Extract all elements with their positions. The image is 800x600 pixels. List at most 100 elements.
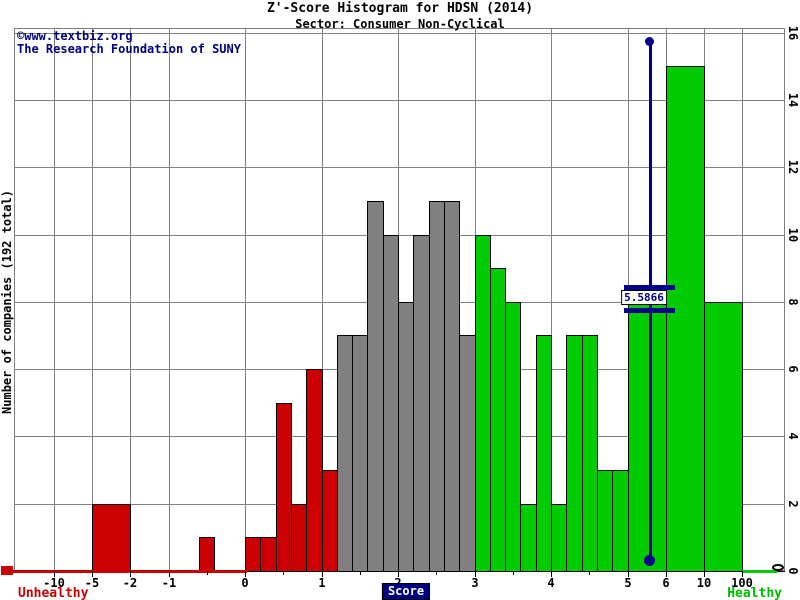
histogram-bar xyxy=(444,201,460,572)
healthy-label: Healthy xyxy=(727,586,782,600)
x-minor-tick xyxy=(207,571,208,575)
x-tick-label: -10 xyxy=(43,576,65,590)
x-tick-label: 0 xyxy=(241,576,249,590)
y-tick-label: 6 xyxy=(786,365,800,373)
x-tick-label: -2 xyxy=(122,576,138,590)
x-tick xyxy=(398,571,399,577)
histogram-bar xyxy=(551,504,567,572)
x-gridline xyxy=(551,28,552,571)
x-tick xyxy=(551,571,552,577)
x-tick xyxy=(92,571,93,577)
histogram-bar xyxy=(582,335,598,572)
chart-subtitle: Sector: Consumer Non-Cyclical xyxy=(295,17,505,31)
x-tick-label: 6 xyxy=(662,576,670,590)
x-gridline xyxy=(92,28,93,571)
histogram-bar xyxy=(260,537,277,572)
x-gridline xyxy=(130,28,131,571)
watermark-line2: The Research Foundation of SUNY xyxy=(17,42,241,56)
x-minor-tick xyxy=(513,571,514,575)
x-tick xyxy=(245,571,246,577)
y-gridline xyxy=(14,167,785,168)
marker-top-dot xyxy=(645,37,654,46)
y-gridline xyxy=(14,235,785,236)
x-gridline xyxy=(245,28,246,571)
x-tick xyxy=(322,571,323,577)
x-tick xyxy=(704,571,705,577)
y-gridline xyxy=(14,100,785,101)
histogram-bar xyxy=(566,335,583,572)
histogram-bar xyxy=(612,470,629,572)
histogram-bar xyxy=(429,201,445,572)
x-tick-label: 5 xyxy=(624,576,632,590)
histogram-bar xyxy=(413,235,430,572)
histogram-bar xyxy=(322,470,338,572)
x-axis-line xyxy=(14,571,785,572)
y-tick-label: 2 xyxy=(786,500,800,508)
y-tick-label: 14 xyxy=(786,92,800,108)
histogram-bar xyxy=(306,369,323,572)
x-minor-tick xyxy=(283,571,284,575)
axis-end-circle xyxy=(772,564,784,571)
x-minor-tick xyxy=(589,571,590,575)
x-tick xyxy=(628,571,629,577)
histogram-bar xyxy=(704,302,743,572)
x-gridline xyxy=(169,28,170,571)
x-tick xyxy=(130,571,131,577)
chart-title: Z'-Score Histogram for HDSN (2014) xyxy=(266,1,534,16)
x-tick-label: -1 xyxy=(161,576,177,590)
marker-crossbar-lower xyxy=(624,308,675,313)
x-tick xyxy=(666,571,667,577)
x-gridline xyxy=(742,28,743,571)
histogram-bar xyxy=(383,235,399,572)
x-tick xyxy=(742,571,743,577)
x-tick xyxy=(169,571,170,577)
histogram-bar xyxy=(276,403,292,572)
histogram-bar xyxy=(337,335,353,572)
histogram-bar xyxy=(490,268,506,572)
y-axis-label: Number of companies (192 total) xyxy=(0,190,14,414)
unhealthy-label: Unhealthy xyxy=(18,586,89,600)
y-tick-label: 12 xyxy=(786,159,800,175)
x-tick-label: 3 xyxy=(471,576,479,590)
y-tick-label: 10 xyxy=(786,227,800,243)
y-gridline xyxy=(14,33,785,34)
y-tick-label: 0 xyxy=(786,567,800,575)
y-tick-label: 8 xyxy=(786,298,800,306)
histogram-bar xyxy=(291,504,307,572)
histogram-bar xyxy=(475,235,491,572)
histogram-bar xyxy=(520,504,537,572)
histogram-bar xyxy=(536,335,552,572)
histogram-bar xyxy=(597,470,613,572)
score-axis-label: Score xyxy=(381,583,431,600)
histogram-bar xyxy=(352,335,368,572)
x-minor-tick xyxy=(360,571,361,575)
x-tick-label: -5 xyxy=(84,576,100,590)
watermark-line1: ©www.textbiz.org xyxy=(17,29,133,43)
histogram-bar xyxy=(666,66,705,572)
x-minor-tick xyxy=(436,571,437,575)
x-tick-label: 1 xyxy=(318,576,326,590)
histogram-bar xyxy=(505,302,521,572)
x-tick xyxy=(475,571,476,577)
histogram-bar xyxy=(459,335,476,572)
x-gridline xyxy=(322,28,323,571)
x-tick-label: 100 xyxy=(731,576,753,590)
healthy-axis-line xyxy=(742,570,777,573)
unhealthy-axis-line xyxy=(5,570,247,573)
marker-crossbar-upper xyxy=(624,285,675,290)
y-tick-label: 4 xyxy=(786,432,800,440)
histogram-bar xyxy=(199,537,215,572)
x-tick-label: 10 xyxy=(696,576,712,590)
x-tick xyxy=(54,571,55,577)
histogram-bar xyxy=(245,537,261,572)
watermark: ©www.textbiz.org The Research Foundation… xyxy=(17,30,241,56)
x-tick-label: 4 xyxy=(547,576,555,590)
marker-value-label: 5.5866 xyxy=(621,290,667,305)
histogram-bar xyxy=(398,302,414,572)
x-gridline xyxy=(54,28,55,571)
unhealthy-axis-endcap xyxy=(1,566,13,575)
histogram-bar xyxy=(628,302,667,572)
histogram-bar xyxy=(92,504,131,572)
marker-bottom-dot xyxy=(644,555,655,566)
